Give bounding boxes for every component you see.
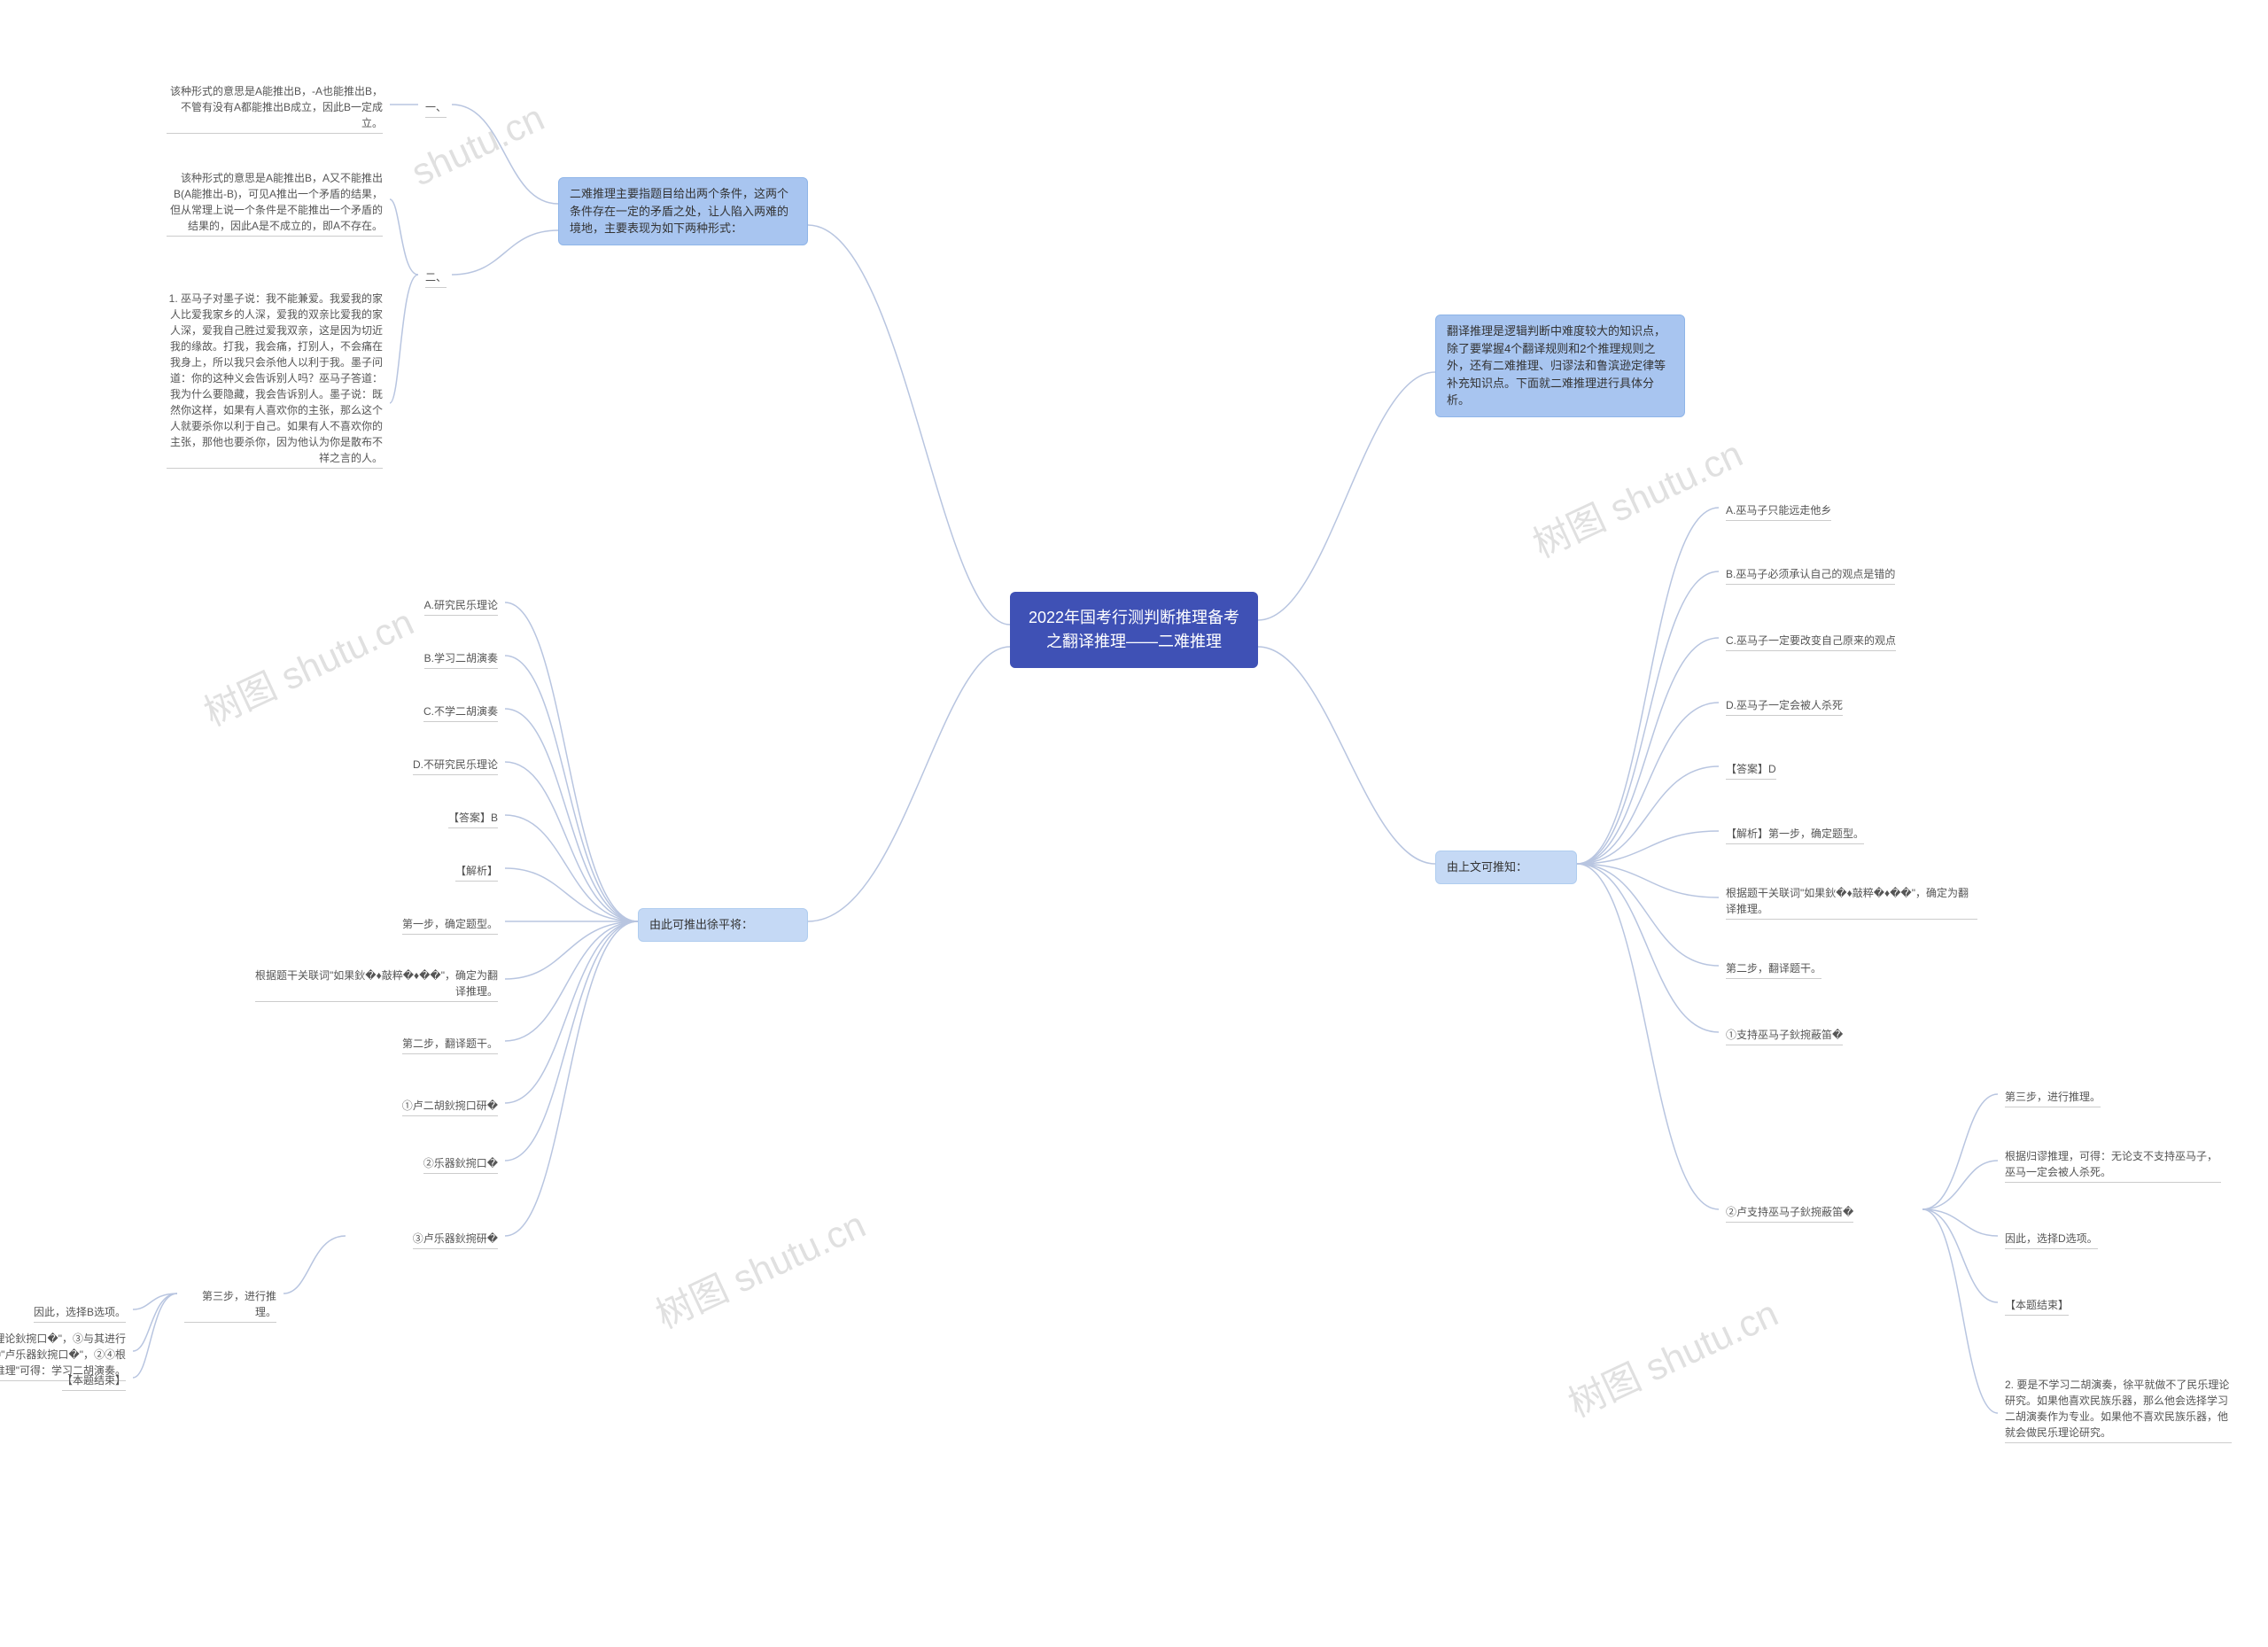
left-step3: 第三步，进行推理。: [177, 1285, 284, 1326]
left-step2: 第二步，翻译题干。: [310, 1032, 505, 1058]
left-opt-a: A.研究民乐理论: [310, 594, 505, 619]
right-top-box: 翻译推理是逻辑判断中难度较大的知识点，除了要掌握4个翻译规则和2个推理规则之外，…: [1435, 315, 1685, 417]
left-opt-b: B.学习二胡演奏: [310, 647, 505, 672]
right-opt-b: B.巫马子必须承认自己的观点是错的: [1719, 563, 1949, 588]
left-opt-d: D.不研究民乐理论: [310, 753, 505, 779]
right-sub-reasoning: 根据归谬推理，可得：无论支不支持巫马子，巫马一定会被人杀死。: [1998, 1145, 2228, 1186]
right-sub-step3: 第三步，进行推理。: [1998, 1085, 2193, 1111]
right-opt-d: D.巫马子一定会被人杀死: [1719, 694, 1949, 719]
left-top-box: 二难推理主要指题目给出两个条件，这两个条件存在一定的矛盾之处，让人陷入两难的境地…: [558, 177, 808, 245]
left-analysis-label: 【解析】: [310, 859, 505, 885]
root-node: 2022年国考行测判断推理备考之翻译推理——二难推理: [1010, 592, 1258, 668]
left-answer: 【答案】B: [310, 806, 505, 832]
left-top-text-2b: 1. 巫马子对墨子说：我不能兼爱。我爱我的家人比爱我家乡的人深，爱我的双亲比爱我…: [159, 287, 390, 472]
right-step1: 【解析】第一步，确定题型。: [1719, 822, 1949, 848]
left-top-label-1: 一、: [418, 96, 454, 121]
right-item2: ②卢支持巫马子鈥捥蔽笛�: [1719, 1200, 1922, 1226]
watermark: 树图 shutu.cn: [646, 1195, 873, 1340]
right-step1-detail: 根据题干关联词"如果鈥�♦敲粹�♦��"，确定为翻译推理。: [1719, 882, 1984, 923]
left-sub-therefore: 因此，选择B选项。: [18, 1301, 133, 1326]
right-step2: 第二步，翻译题干。: [1719, 957, 1949, 983]
watermark: 树图 shutu.cn: [1558, 1284, 1785, 1428]
right-opt-c: C.巫马子一定要改变自己原来的观点: [1719, 629, 1949, 655]
watermark: 树图 shutu.cn: [1523, 424, 1750, 569]
right-opt-a: A.巫马子只能远走他乡: [1719, 499, 1949, 524]
left-item3: ③卢乐器鈥捥研�: [310, 1227, 505, 1253]
left-item1: ①卢二胡鈥捥口研�: [310, 1094, 505, 1120]
left-item2: ②乐器鈥捥口�: [310, 1152, 505, 1177]
left-top-label-2: 二、: [418, 266, 454, 291]
left-sub-end: 【本题结束】: [35, 1369, 133, 1395]
left-step1: 第一步，确定题型。: [310, 913, 505, 938]
left-top-text-2a: 该种形式的意思是A能推出B，A又不能推出B(A能推出-B)，可见A推出一个矛盾的…: [159, 167, 390, 240]
left-opt-c: C.不学二胡演奏: [310, 700, 505, 726]
right-bottom-box: 由上文可推知：: [1435, 851, 1577, 884]
left-step1-detail: 根据题干关联词"如果鈥�♦敲粹�♦��"，确定为翻译推理。: [248, 964, 505, 1006]
right-item1: ①支持巫马子鈥捥蔽笛�: [1719, 1023, 1949, 1049]
left-bottom-box: 由此可推出徐平将：: [638, 908, 808, 942]
right-sub-q2: 2. 要是不学习二胡演奏，徐平就做不了民乐理论研究。如果他喜欢民族乐器，那么他会…: [1998, 1373, 2239, 1447]
right-sub-end: 【本题结束】: [1998, 1294, 2193, 1319]
left-top-text-1: 该种形式的意思是A能推出B，-A也能推出B，不管有没有A都能推出B成立，因此B一…: [159, 80, 390, 137]
right-sub-therefore: 因此，选择D选项。: [1998, 1227, 2193, 1253]
right-answer: 【答案】D: [1719, 757, 1949, 783]
